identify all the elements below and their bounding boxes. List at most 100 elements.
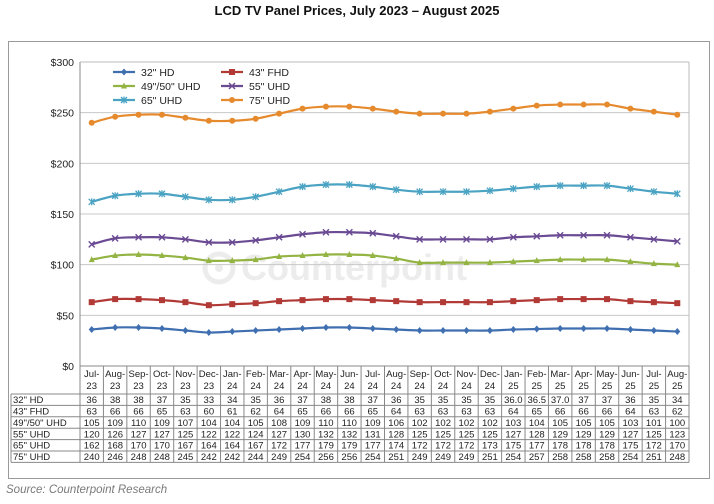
table-cell: 63 [414,407,425,418]
data-point [182,327,189,335]
data-point [299,297,306,304]
table-cell: 66 [602,407,613,418]
legend-item: 55" UHD [221,81,290,93]
data-point [486,108,493,115]
data-point [88,326,95,334]
table-cell: 124 [248,429,264,440]
data-point [486,327,493,335]
x-tick-label: May- [596,369,617,380]
data-point [557,256,564,263]
table-cell: 65 [531,407,542,418]
data-point [439,235,447,243]
table-cell: 177 [365,441,381,452]
data-point [510,105,517,112]
table-cell: 245 [177,452,193,463]
data-point [486,299,493,306]
data-point [627,326,634,334]
data-point [463,259,470,266]
data-point [463,110,470,117]
marker-stroke [88,240,96,248]
watermark-logo: Counterpoint [202,247,467,288]
table-cell: 125 [482,429,498,440]
table-cell: 66 [578,407,589,418]
marker-stroke [392,232,400,240]
x-tick-label: 24 [367,381,378,392]
table-cell: 36 [86,395,97,406]
data-point [346,296,353,303]
table-row-label: 43" FHD [13,407,49,418]
table-cell: 248 [131,452,147,463]
data-point [135,233,143,241]
table-cell: 128 [388,429,404,440]
data-point [393,108,400,115]
table-cell: 102 [459,418,475,429]
series-4 [88,228,681,248]
data-point [322,181,330,189]
legend: 32" HD 43" FHD 49"/50" UHD 55" UHD 65" UHD 75… [113,67,290,107]
watermark-ring [202,251,236,285]
table-cell: 172 [646,441,662,452]
data-point [580,325,587,333]
data-point [158,233,166,241]
legend-item: 32" HD [113,67,175,79]
table-cell: 162 [84,441,100,452]
table-cell: 251 [646,452,662,463]
table-cell: 107 [177,418,193,429]
data-point [627,298,634,305]
table-cell: 127 [505,429,521,440]
table-cell: 164 [224,441,240,452]
marker-stroke [650,235,658,243]
data-point [556,231,564,239]
data-point [111,234,119,242]
x-tick-label: Oct- [434,369,452,380]
table-cell: 37.0 [551,395,570,406]
data-point [463,299,470,306]
marker-stroke [509,233,517,241]
table-cell: 35 [180,395,191,406]
data-point [369,297,376,304]
table-cell: 175 [505,441,521,452]
data-point [158,325,165,333]
table-cell: 254 [295,452,311,463]
table-cell: 64 [274,407,285,418]
table-cell: 66 [321,407,332,418]
table-cell: 37 [297,395,308,406]
x-tick-label: 25 [555,381,566,392]
legend-label: 65" UHD [141,95,182,107]
table-row-label: 49"/50" UHD [13,418,67,429]
marker-stroke [228,238,236,246]
source-note: Source: Counterpoint Research [6,484,168,496]
table-cell: 108 [271,418,287,429]
table-cell: 244 [248,452,264,463]
data-point [650,235,658,243]
x-tick-label: 25 [672,381,683,392]
x-tick-label: May- [315,369,336,380]
data-point [299,230,307,238]
x-tick-label: 25 [602,381,613,392]
data-point [205,196,213,204]
watermark-text: Counterpoint [241,247,467,288]
table-cell: 125 [435,429,451,440]
x-tick-label: Dec- [480,369,500,380]
table-cell: 170 [669,441,685,452]
data-point [674,111,681,118]
table-cell: 242 [201,452,217,463]
table-cell: 37 [157,395,168,406]
table-cell: 63 [461,407,472,418]
data-point [322,103,329,110]
data-point [510,326,517,334]
table-cell: 104 [224,418,240,429]
table-cell: 105 [599,418,615,429]
table-cell: 105 [576,418,592,429]
table-cell: 125 [459,429,475,440]
table-cell: 167 [248,441,264,452]
data-point [345,228,353,236]
table-cell: 125 [412,429,428,440]
data-point [158,252,165,259]
data-point [205,329,212,337]
table-cell: 127 [271,429,287,440]
data-point [275,188,283,196]
x-tick-label: 24 [461,381,472,392]
data-point [299,325,306,333]
data-point [158,297,165,304]
